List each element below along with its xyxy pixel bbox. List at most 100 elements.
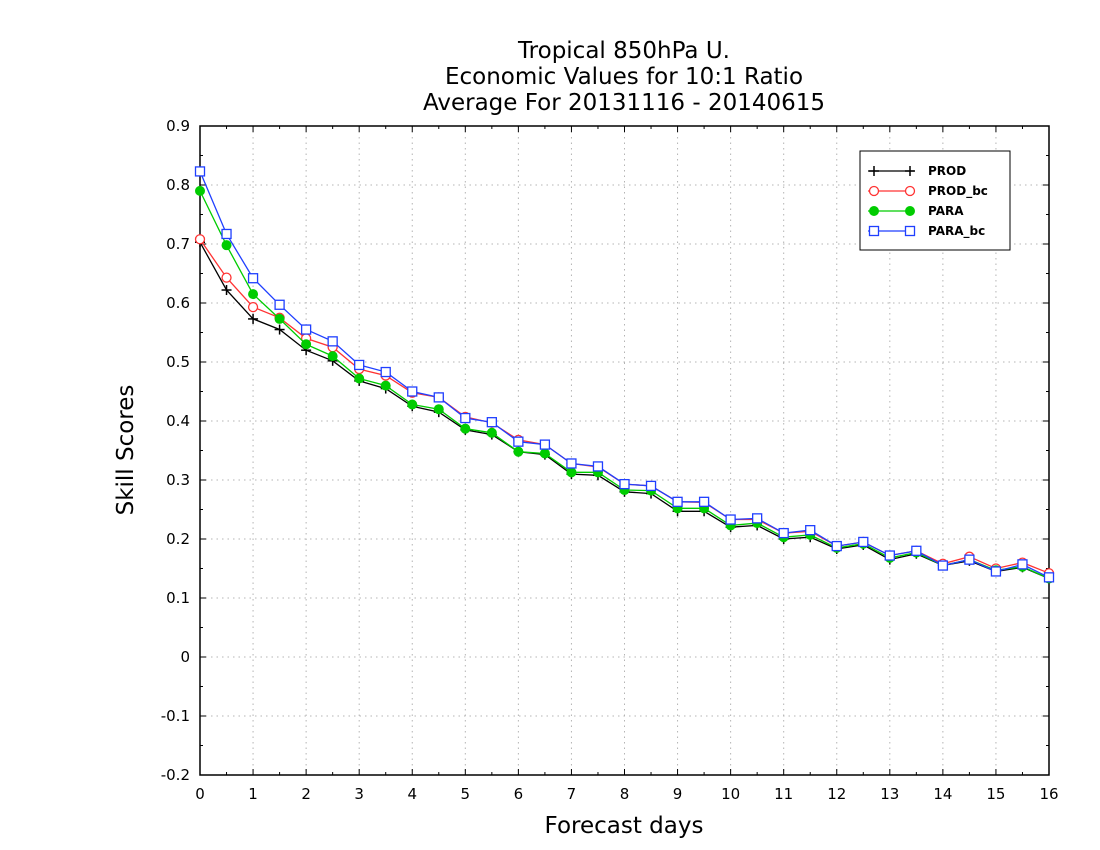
data-point-legend-right <box>905 206 915 216</box>
data-point-para <box>221 240 232 251</box>
data-point-para-bc <box>592 461 604 472</box>
data-point-para-bc <box>300 324 312 335</box>
data-point-para-bc <box>513 436 524 447</box>
y-axis-label: Skill Scores <box>113 385 139 516</box>
data-point-para-bc <box>805 525 816 536</box>
legend-item-prod-bc: PROD_bc <box>868 184 988 199</box>
y-tick-label: 0.3 <box>166 471 190 489</box>
legend-label: PROD <box>928 164 966 178</box>
data-point-para-bc <box>698 496 710 507</box>
series-layer <box>194 166 1055 584</box>
data-point-para <box>460 423 471 434</box>
data-point-para-bc <box>460 412 471 424</box>
x-axis-label: Forecast days <box>545 813 704 839</box>
data-point-para-bc <box>831 540 842 552</box>
data-point-para-bc <box>407 386 418 397</box>
data-point-para <box>354 373 365 384</box>
data-point-para-bc <box>247 273 259 284</box>
legend-item-para-bc: PARA_bc <box>868 224 985 239</box>
axis-ticks: 0 1 2 3 4 5 6 7 8 9 10 11 12 13 14 15 16-0.2-0.100.10.20… <box>161 117 1059 803</box>
y-tick-label: 0 <box>180 648 190 666</box>
data-point-legend-right <box>904 185 916 197</box>
data-point-para-bc <box>778 527 789 539</box>
data-point-para-bc <box>858 536 869 548</box>
data-point-para-bc <box>433 392 444 403</box>
x-tick-label: 13 <box>880 785 899 803</box>
data-point-para-bc <box>539 439 551 450</box>
data-point-legend-left <box>868 185 880 197</box>
x-tick-label: 10 <box>721 785 740 803</box>
data-point-para <box>301 339 312 350</box>
legend-label: PARA <box>928 204 964 218</box>
legend-box <box>859 150 1011 251</box>
x-tick-label: 15 <box>986 785 1005 803</box>
data-point-para <box>433 404 444 415</box>
y-tick-label: 0.6 <box>166 294 190 312</box>
data-point-para-bc <box>566 458 577 469</box>
y-tick-label: -0.2 <box>161 766 190 784</box>
y-tick-label: 0.5 <box>166 353 190 371</box>
data-point-legend-right <box>904 225 916 237</box>
data-point-prod <box>221 285 232 296</box>
x-tick-label: 1 <box>248 785 258 803</box>
data-point-prod-bc <box>194 234 206 245</box>
data-point-prod <box>274 324 285 335</box>
x-tick-label: 5 <box>461 785 471 803</box>
x-tick-label: 4 <box>407 785 417 803</box>
y-tick-label: 0.9 <box>166 117 190 135</box>
data-point-para <box>248 289 259 300</box>
legend-item-prod: PROD <box>868 164 966 178</box>
data-point-para-bc <box>752 513 763 524</box>
data-point-para-bc <box>964 554 975 565</box>
data-point-para-bc <box>990 566 1002 577</box>
data-point-para-bc <box>1017 559 1028 570</box>
x-tick-label: 8 <box>620 785 630 803</box>
y-tick-label: 0.4 <box>166 412 190 430</box>
data-point-prod-bc <box>221 272 232 283</box>
data-point-para-bc <box>486 417 497 428</box>
data-point-legend-right <box>905 166 915 176</box>
legend-label: PROD_bc <box>928 184 988 199</box>
data-point-para-bc <box>645 480 657 492</box>
x-tick-label: 16 <box>1039 785 1058 803</box>
x-tick-label: 2 <box>301 785 311 803</box>
legend-item-para: PARA <box>868 204 964 218</box>
x-tick-label: 9 <box>673 785 683 803</box>
data-point-para <box>486 427 497 438</box>
data-point-para <box>513 446 524 457</box>
title-line-3: Average For 20131116 - 20140615 <box>423 90 825 116</box>
data-point-para <box>539 448 550 459</box>
data-point-para <box>407 399 418 410</box>
legend: PROD PROD_bc PARA PARA_bc <box>859 150 1011 251</box>
y-tick-label: 0.8 <box>166 176 190 194</box>
data-point-legend-left <box>869 166 879 176</box>
data-point-prod-bc <box>247 301 259 313</box>
data-point-legend-left <box>869 206 879 216</box>
data-point-para-bc <box>672 496 683 507</box>
title-line-1: Tropical 850hPa U. <box>517 38 730 64</box>
y-tick-label: -0.1 <box>161 707 190 725</box>
data-point-para-bc <box>221 228 232 240</box>
chart-title: Tropical 850hPa U. Economic Values for 1… <box>423 38 825 116</box>
data-point-para <box>327 351 338 362</box>
title-line-2: Economic Values for 10:1 Ratio <box>445 64 803 90</box>
x-tick-label: 11 <box>774 785 793 803</box>
data-point-para <box>274 313 285 324</box>
data-point-para-bc <box>194 166 206 177</box>
series-para-bc <box>194 166 1055 583</box>
x-tick-label: 7 <box>567 785 577 803</box>
data-point-para-bc <box>937 560 949 571</box>
data-point-para <box>380 380 391 391</box>
data-point-para-bc <box>354 359 365 371</box>
data-point-para-bc <box>911 545 922 556</box>
x-tick-label: 3 <box>354 785 364 803</box>
legend-label: PARA_bc <box>928 224 985 239</box>
data-point-para-bc <box>380 366 391 378</box>
data-point-para-bc <box>884 550 895 561</box>
data-point-para-bc <box>725 514 736 525</box>
data-point-legend-left <box>868 225 880 237</box>
data-point-para <box>195 185 205 196</box>
x-tick-label: 6 <box>514 785 524 803</box>
data-point-para-bc <box>619 478 630 490</box>
y-tick-label: 0.2 <box>166 530 190 548</box>
